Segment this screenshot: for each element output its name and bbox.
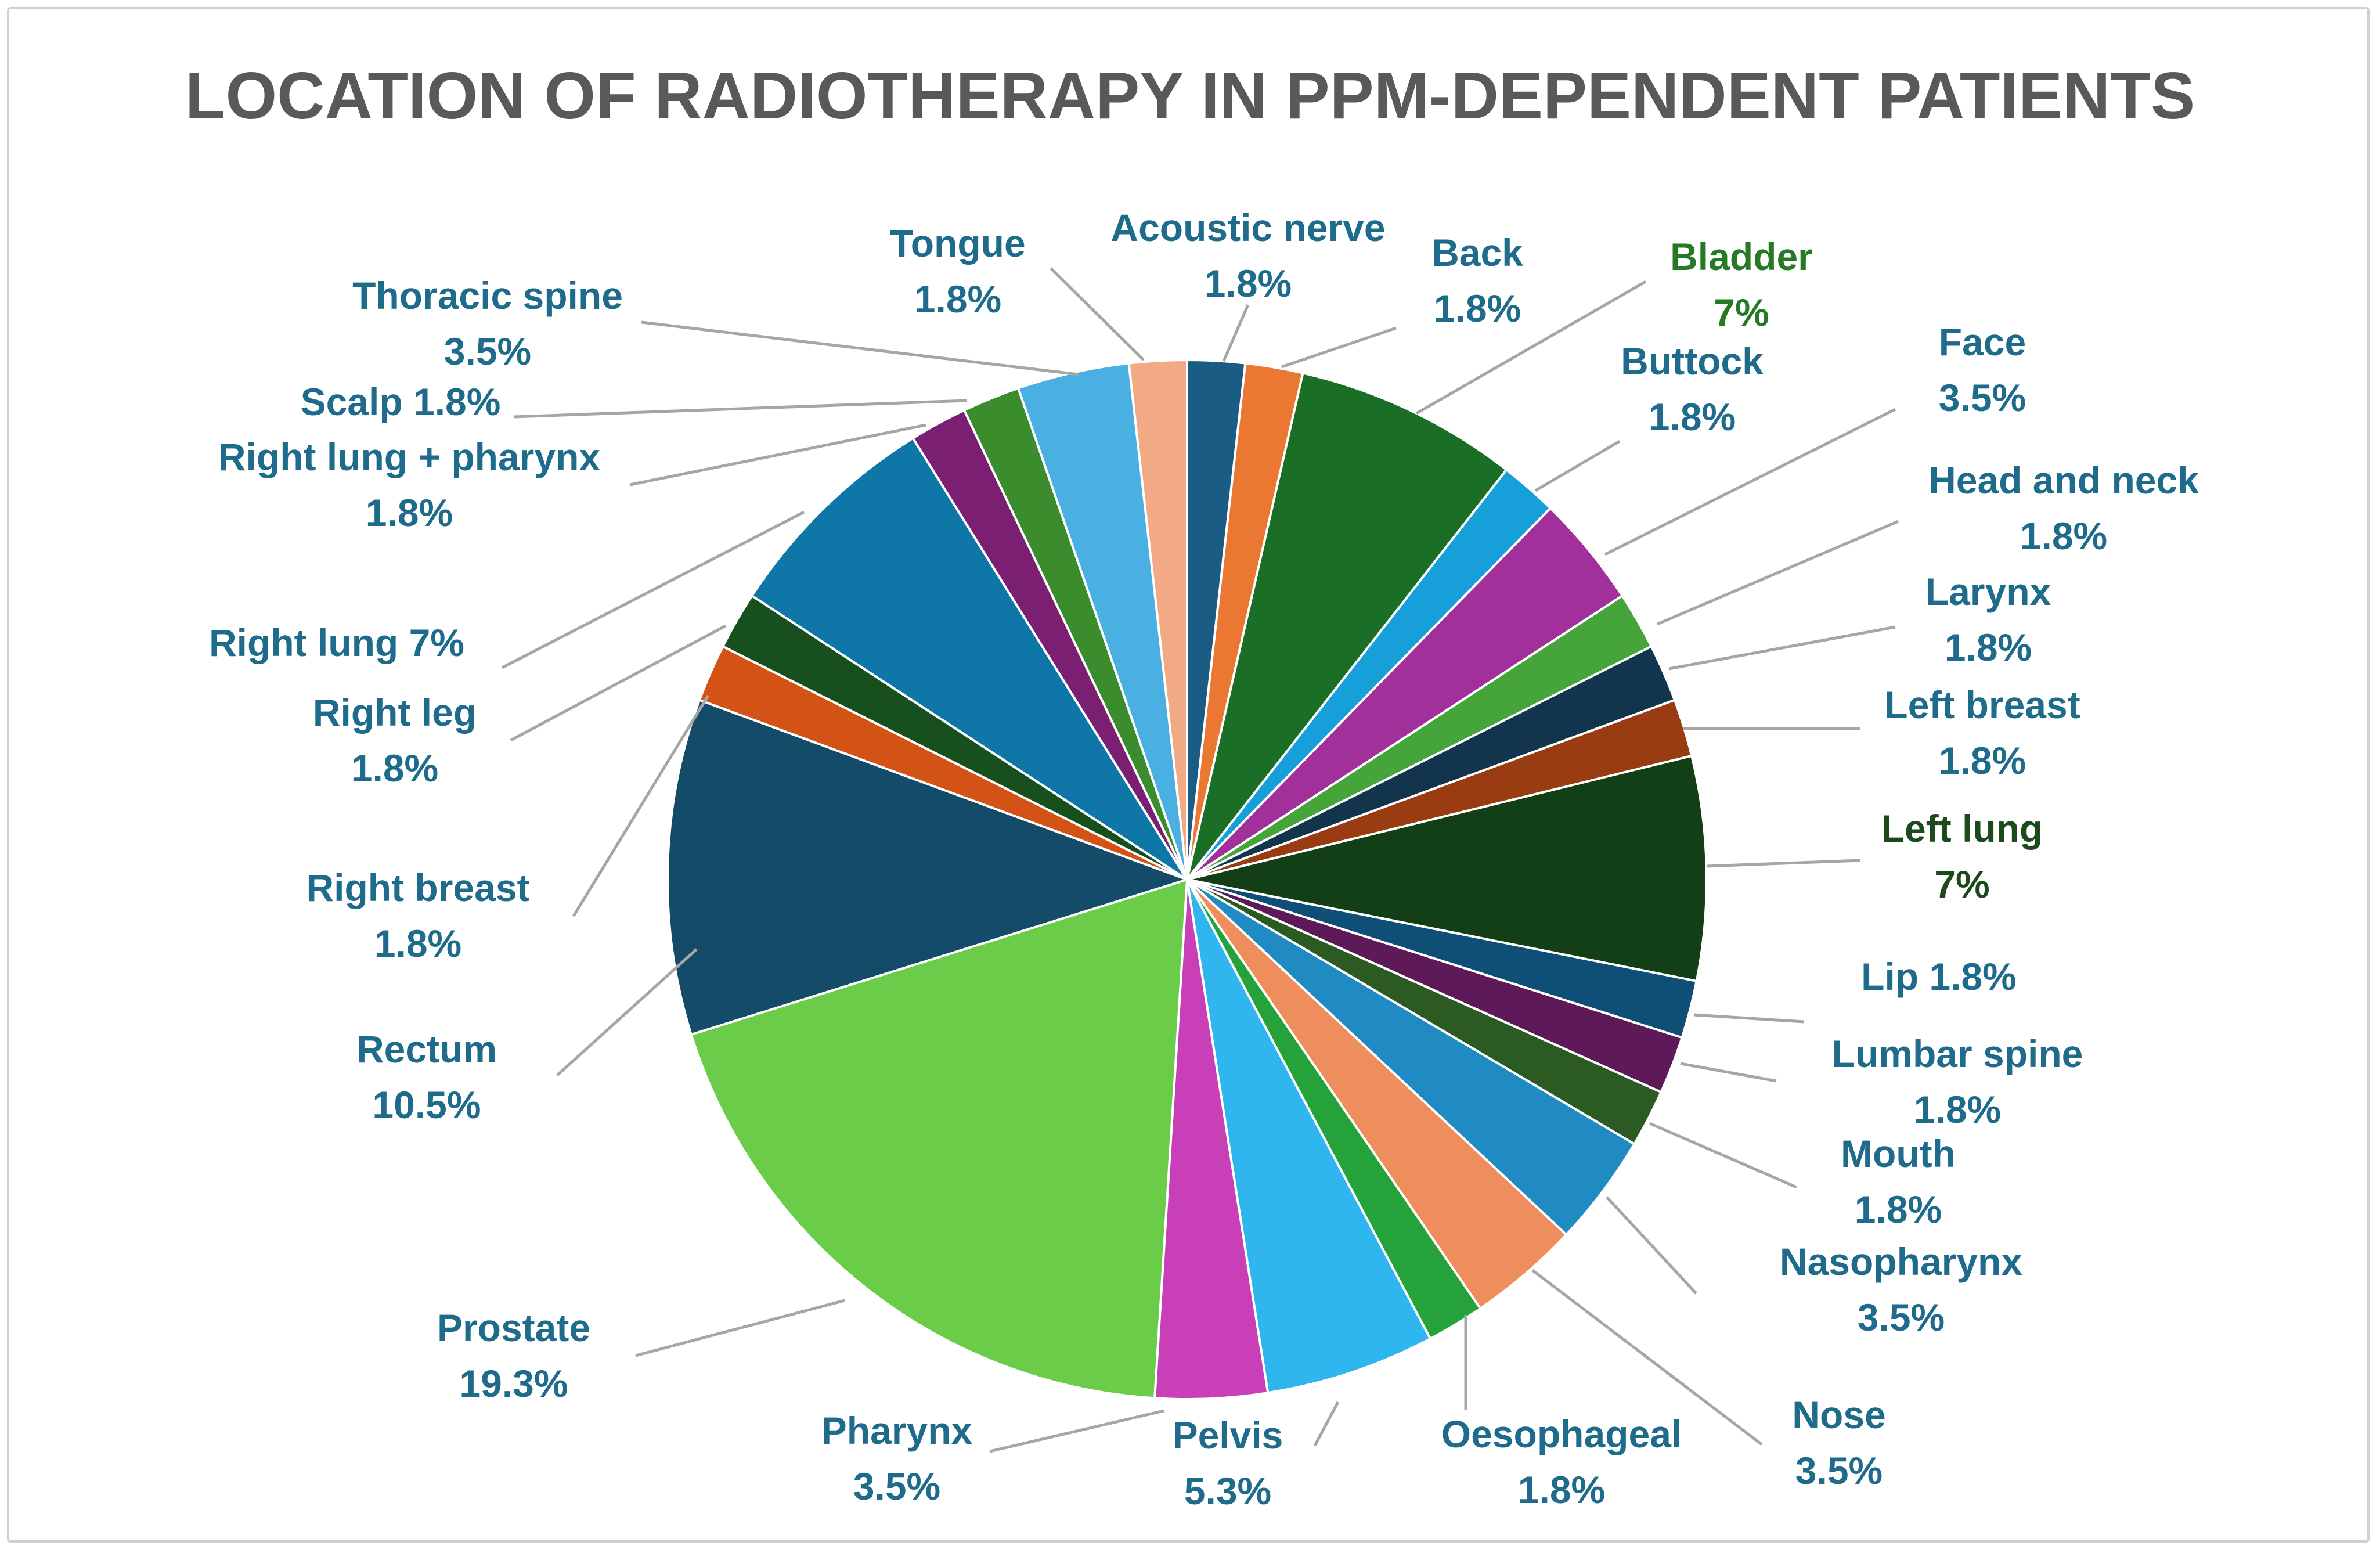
leader-line-tongue <box>1050 267 1145 361</box>
data-label-buttock: Buttock 1.8% <box>1621 340 1764 438</box>
data-labels: Acoustic nerve 1.8% Back 1.8% Bladder 7%Butto… <box>209 206 2199 1512</box>
pie-slices <box>666 358 1708 1401</box>
pie-slice-bladder <box>1186 372 1509 881</box>
pie-slice-tongue <box>1127 358 1188 880</box>
data-label-back: Back 1.8% <box>1431 231 1523 330</box>
data-label-prostate: Prostate 19.3% <box>437 1306 590 1405</box>
data-label-thoracic-spine: Thoracic spine 3.5% <box>352 274 623 373</box>
pie-slice-left-lung <box>1187 754 1708 983</box>
leader-line-pharynx <box>989 1409 1164 1453</box>
data-label-lumbar-spine: Lumbar spine 1.8% <box>1832 1032 2083 1131</box>
leader-line-lumbar-spine <box>1680 1062 1777 1083</box>
data-label-scalp: Scalp 1.8% <box>301 380 501 423</box>
leader-line-nasopharynx <box>1606 1196 1697 1295</box>
pie-slice-prostate <box>690 878 1189 1400</box>
leader-line-back <box>1281 326 1397 369</box>
data-label-nasopharynx: Nasopharynx 3.5% <box>1780 1240 2022 1339</box>
data-label-right-lung: Right lung 7% <box>209 621 464 664</box>
leader-line-prostate <box>635 1299 845 1357</box>
data-label-left-lung: Left lung 7% <box>1881 807 2043 906</box>
leader-line-nose <box>1531 1269 1763 1446</box>
leader-line-mouth <box>1649 1122 1797 1189</box>
leader-line-face <box>1604 408 1896 556</box>
data-label-pelvis: Pelvis 5.3% <box>1173 1414 1283 1512</box>
data-label-lip: Lip 1.8% <box>1861 955 2017 998</box>
leader-line-left-lung <box>1706 859 1861 868</box>
leader-line-right-leg <box>510 624 727 742</box>
chart-title: LOCATION OF RADIOTHERAPY IN PPM-DEPENDEN… <box>185 59 2195 133</box>
data-label-right-leg: Right leg 1.8% <box>313 691 477 790</box>
leader-line-right-lung <box>501 510 805 669</box>
leader-line-thoracic-spine <box>641 320 1079 376</box>
leader-line-bladder <box>1415 280 1647 415</box>
leader-line-head-and-neck <box>1657 520 1899 626</box>
data-label-acoustic-nerve: Acoustic nerve 1.8% <box>1110 206 1385 305</box>
data-label-right-breast: Right breast 1.8% <box>306 866 529 965</box>
data-label-nose: Nose 3.5% <box>1792 1393 1885 1492</box>
leader-line-rectum <box>556 948 698 1076</box>
leader-line-acoustic-nerve <box>1222 304 1250 362</box>
leader-line-pelvis <box>1313 1401 1340 1447</box>
pie-slice-rectum <box>666 698 1191 1036</box>
data-label-pharynx: Pharynx 3.5% <box>821 1409 973 1508</box>
chart-border <box>7 7 2370 1543</box>
data-label-mouth: Mouth 1.8% <box>1841 1132 1956 1231</box>
data-label-tongue: Tongue 1.8% <box>890 222 1025 320</box>
leader-lines <box>501 267 1899 1453</box>
data-label-right-lung-pharynx: Right lung + pharynx 1.8% <box>218 435 600 534</box>
leader-line-larynx <box>1668 625 1896 671</box>
data-label-rectum: Rectum 10.5% <box>356 1028 497 1126</box>
pie-slice-right-lung <box>750 436 1188 881</box>
data-label-bladder: Bladder 7% <box>1670 235 1813 334</box>
data-label-head-and-neck: Head and neck 1.8% <box>1928 459 2199 557</box>
leader-line-right-breast <box>572 694 710 917</box>
data-label-face: Face 3.5% <box>1939 320 2026 419</box>
leader-line-right-lung-pharynx <box>629 423 926 487</box>
data-label-larynx: Larynx 1.8% <box>1925 570 2051 669</box>
leader-line-buttock <box>1534 439 1621 492</box>
data-label-left-breast: Left breast 1.8% <box>1884 683 2080 782</box>
leader-line-lip <box>1693 1013 1805 1024</box>
data-label-oesophageal: Oesophageal 1.8% <box>1441 1413 1682 1511</box>
leader-line-scalp <box>513 399 967 419</box>
